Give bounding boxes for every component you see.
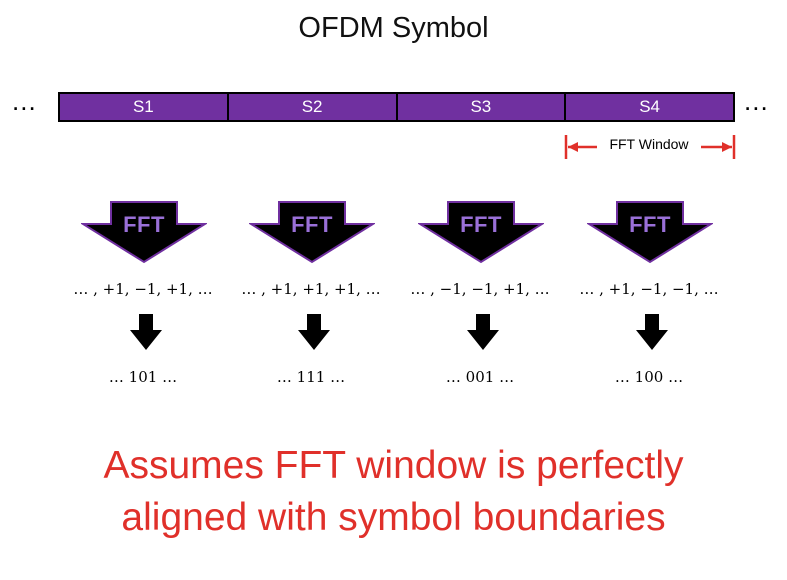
- symbol-s3: S3: [398, 94, 567, 120]
- ofdm-symbol-bar: S1 S2 S3 S4: [58, 92, 735, 122]
- fft-column-1: FFT … , +1, −1, +1, … … 101 …: [48, 200, 218, 400]
- fft-window-label: FFT Window: [597, 136, 701, 152]
- fft-column-3: FFT … , −1, −1, +1, … … 001 …: [385, 200, 555, 400]
- diagram-title: OFDM Symbol: [298, 12, 489, 44]
- fft-output-values: … , +1, +1, +1, …: [241, 280, 381, 298]
- fft-column-2: FFT … , +1, +1, +1, … … 111 …: [216, 200, 386, 400]
- assumption-note: Assumes FFT window is perfectly aligned …: [0, 440, 787, 544]
- assumption-note-line-1: Assumes FFT window is perfectly: [103, 444, 684, 487]
- down-arrow-icon: [298, 314, 330, 350]
- decoded-bits: … 101 …: [108, 368, 178, 386]
- fft-label: FFT: [629, 212, 671, 237]
- fft-arrow-icon: [81, 201, 207, 264]
- fft-arrow-icon: [587, 201, 713, 264]
- decoded-bits: … 100 …: [614, 368, 684, 386]
- fft-output-values: … , −1, −1, +1, …: [410, 280, 550, 298]
- down-arrow-icon: [636, 314, 668, 350]
- fft-label: FFT: [460, 212, 502, 237]
- symbol-s4: S4: [639, 97, 661, 116]
- assumption-note-line-2: aligned with symbol boundaries: [121, 496, 666, 539]
- fft-window-marker: FFT Window: [562, 133, 738, 161]
- down-arrow-icon: [467, 314, 499, 350]
- right-ellipsis: ...: [744, 86, 769, 116]
- fft-column-4: FFT … , +1, −1, −1, … … 100 …: [554, 200, 724, 400]
- decoded-bits: … 001 …: [445, 368, 515, 386]
- fft-arrow-icon: [418, 201, 544, 264]
- symbol-s1: S1: [60, 94, 229, 120]
- down-arrow-icon: [130, 314, 162, 350]
- symbol-s2: S2: [229, 94, 398, 120]
- decoded-bits: … 111 …: [276, 368, 346, 386]
- fft-arrow-icon: [249, 201, 375, 264]
- fft-label: FFT: [291, 212, 333, 237]
- left-ellipsis: ...: [12, 86, 37, 116]
- fft-label: FFT: [123, 212, 165, 237]
- fft-output-values: … , +1, −1, +1, …: [73, 280, 213, 298]
- fft-output-values: … , +1, −1, −1, …: [579, 280, 719, 298]
